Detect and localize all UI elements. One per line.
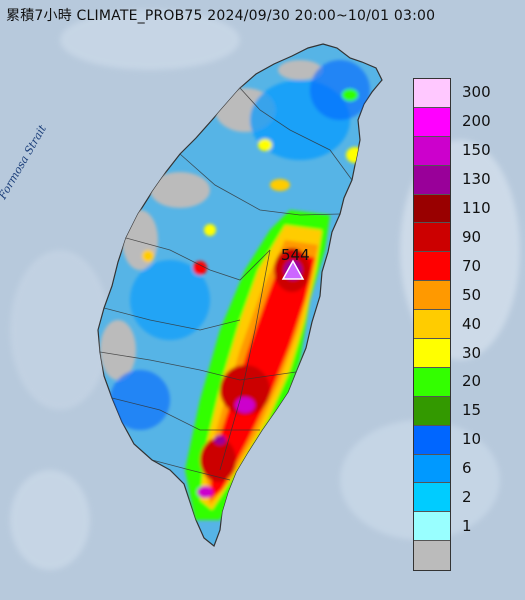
legend-label: 15 [462,401,482,420]
max-rain-marker-icon [281,259,305,280]
color-legend [413,78,451,572]
legend-swatch [414,454,450,484]
legend-label: 110 [462,199,491,218]
legend-swatch [414,136,450,166]
legend-label: 70 [462,256,482,275]
legend-label: 20 [462,372,482,391]
legend-swatch [414,252,450,282]
legend-swatch [414,483,450,513]
max-rain-value: 544 [281,246,310,264]
legend-label: 40 [462,314,482,333]
legend-label: 90 [462,227,482,246]
county-boundaries [99,87,353,481]
legend-swatch [414,512,450,542]
legend-label: 130 [462,170,491,189]
legend-label: 30 [462,343,482,362]
legend-label: 50 [462,285,482,304]
legend-label: 6 [462,459,472,478]
legend-swatch [414,541,450,571]
legend-swatch [414,194,450,224]
legend-swatch [414,79,450,108]
rainfall-fields [99,60,370,520]
legend-swatch [414,425,450,455]
legend-label: 2 [462,488,472,507]
legend-label: 300 [462,83,491,102]
legend-swatch [414,107,450,137]
legend-swatch [414,396,450,426]
legend-label: 150 [462,141,491,160]
legend-swatch [414,165,450,195]
map-title: 累積7小時 CLIMATE_PROB75 2024/09/30 20:00~10… [6,8,436,24]
legend-label: 200 [462,112,491,131]
legend-swatch [414,223,450,253]
legend-label: 10 [462,430,482,449]
legend-swatch [414,339,450,368]
legend-swatch [414,310,450,340]
legend-swatch [414,367,450,397]
legend-swatch [414,281,450,311]
legend-label: 1 [462,516,472,535]
